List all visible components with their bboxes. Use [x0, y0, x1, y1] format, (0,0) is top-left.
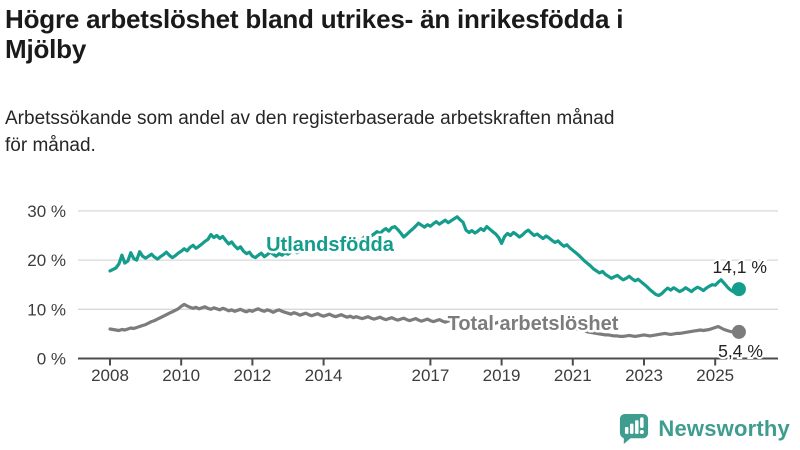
x-axis-tick-label: 2010 — [162, 366, 200, 385]
x-axis-tick-label: 2017 — [411, 366, 449, 385]
x-axis-tick-label: 2019 — [483, 366, 521, 385]
newsworthy-logo-text: Newsworthy — [658, 415, 790, 441]
chart-subtitle-line: för månad. — [5, 134, 96, 156]
series-end-dot — [731, 282, 746, 297]
x-axis-tick-label: 2012 — [233, 366, 271, 385]
x-axis-tick-label: 2025 — [696, 366, 734, 385]
chart-title-line: Högre arbetslöshet bland utrikes- än inr… — [5, 4, 624, 34]
chart-title: Högre arbetslöshet bland utrikes- än inr… — [5, 4, 785, 65]
x-axis-tick-label: 2014 — [305, 366, 343, 385]
series-end-value-label: 5,4 % — [718, 341, 763, 361]
chart-subtitle: Arbetssökande som andel av den registerb… — [5, 106, 793, 160]
series-end-value-label: 14,1 % — [712, 257, 766, 277]
y-axis-tick-label: 20 % — [27, 251, 66, 270]
series-line-1 — [108, 302, 741, 338]
x-axis-tick-label: 2023 — [625, 366, 663, 385]
series-line-0 — [108, 215, 741, 298]
series-inline-label: Utlandsfödda — [266, 234, 395, 256]
series-end-dot — [731, 324, 746, 339]
y-axis-tick-label: 10 % — [27, 300, 66, 319]
x-axis-tick-label: 2021 — [554, 366, 592, 385]
y-axis-tick-label: 0 % — [37, 350, 66, 369]
series-inline-label: Total arbetslöshet — [448, 313, 619, 335]
newsworthy-logo[interactable]: Newsworthy — [617, 412, 790, 445]
newsworthy-logo-icon — [620, 413, 649, 445]
chart-title-line: Mjölby — [5, 34, 87, 65]
y-axis-tick-label: 30 % — [27, 202, 66, 221]
x-axis-tick-label: 2008 — [91, 366, 129, 385]
chart-subtitle-line: Arbetssökande som andel av den registerb… — [5, 108, 615, 129]
